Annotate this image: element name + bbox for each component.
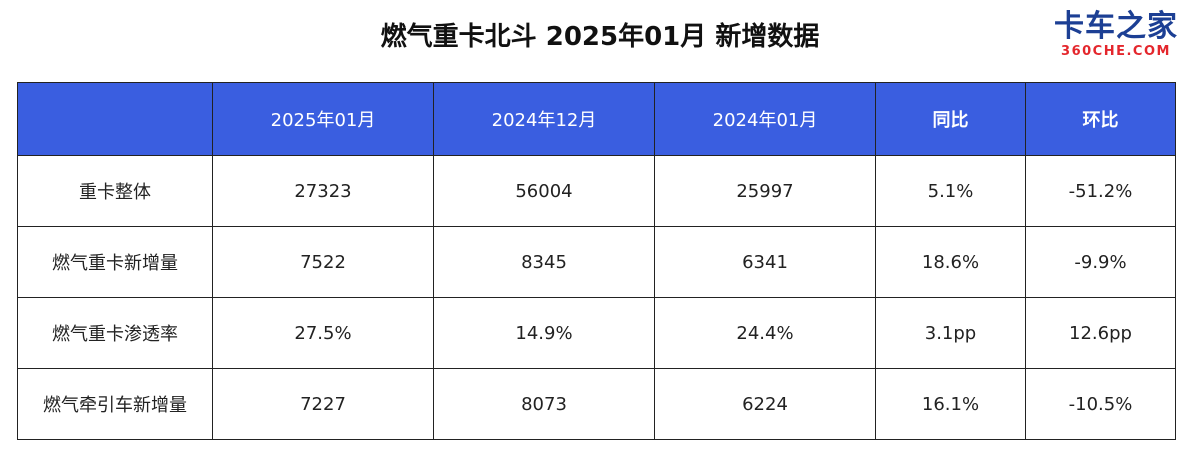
table-cell: 18.6%: [875, 226, 1026, 298]
logo-url: 360CHE.COM: [1061, 44, 1171, 59]
table-row: 燃气重卡新增量 7522 8345 6341 18.6% -9.9%: [17, 226, 1176, 298]
page-title: 燃气重卡北斗 2025年01月 新增数据: [380, 22, 820, 52]
table-row: 燃气牵引车新增量 7227 8073 6224 16.1% -10.5%: [17, 368, 1176, 440]
logo-text: 卡车之家: [1054, 9, 1178, 44]
table-cell: 7227: [212, 368, 434, 440]
table-cell: 7522: [212, 226, 434, 298]
table-row: 重卡整体 27323 56004 25997 5.1% -51.2%: [17, 155, 1176, 227]
table-row: 燃气重卡渗透率 27.5% 14.9% 24.4% 3.1pp 12.6pp: [17, 297, 1176, 369]
row-label: 燃气重卡新增量: [17, 226, 213, 298]
logo: 卡车之家 360CHE.COM: [1054, 9, 1178, 60]
table-cell: 8073: [433, 368, 655, 440]
corner-cell: [17, 82, 213, 156]
table-cell: 56004: [433, 155, 655, 227]
table-cell: 5.1%: [875, 155, 1026, 227]
table-cell: -9.9%: [1025, 226, 1176, 298]
row-label: 燃气牵引车新增量: [17, 368, 213, 440]
header-row: 2025年01月 2024年12月 2024年01月 同比 环比: [17, 82, 1176, 156]
column-header: 2024年12月: [433, 82, 655, 156]
column-header: 2024年01月: [654, 82, 876, 156]
table-cell: 3.1pp: [875, 297, 1026, 369]
data-table: 2025年01月 2024年12月 2024年01月 同比 环比 重卡整体 27323 56…: [17, 82, 1176, 440]
table-cell: -10.5%: [1025, 368, 1176, 440]
column-header: 2025年01月: [212, 82, 434, 156]
row-label: 燃气重卡渗透率: [17, 297, 213, 369]
table-cell: 6341: [654, 226, 876, 298]
row-label: 重卡整体: [17, 155, 213, 227]
table-cell: 24.4%: [654, 297, 876, 369]
table-cell: 12.6pp: [1025, 297, 1176, 369]
table-cell: 25997: [654, 155, 876, 227]
column-header: 环比: [1025, 82, 1176, 156]
table-cell: 16.1%: [875, 368, 1026, 440]
table-cell: -51.2%: [1025, 155, 1176, 227]
table-cell: 14.9%: [433, 297, 655, 369]
table-cell: 27.5%: [212, 297, 434, 369]
column-header: 同比: [875, 82, 1026, 156]
table-cell: 6224: [654, 368, 876, 440]
table-cell: 27323: [212, 155, 434, 227]
table-cell: 8345: [433, 226, 655, 298]
